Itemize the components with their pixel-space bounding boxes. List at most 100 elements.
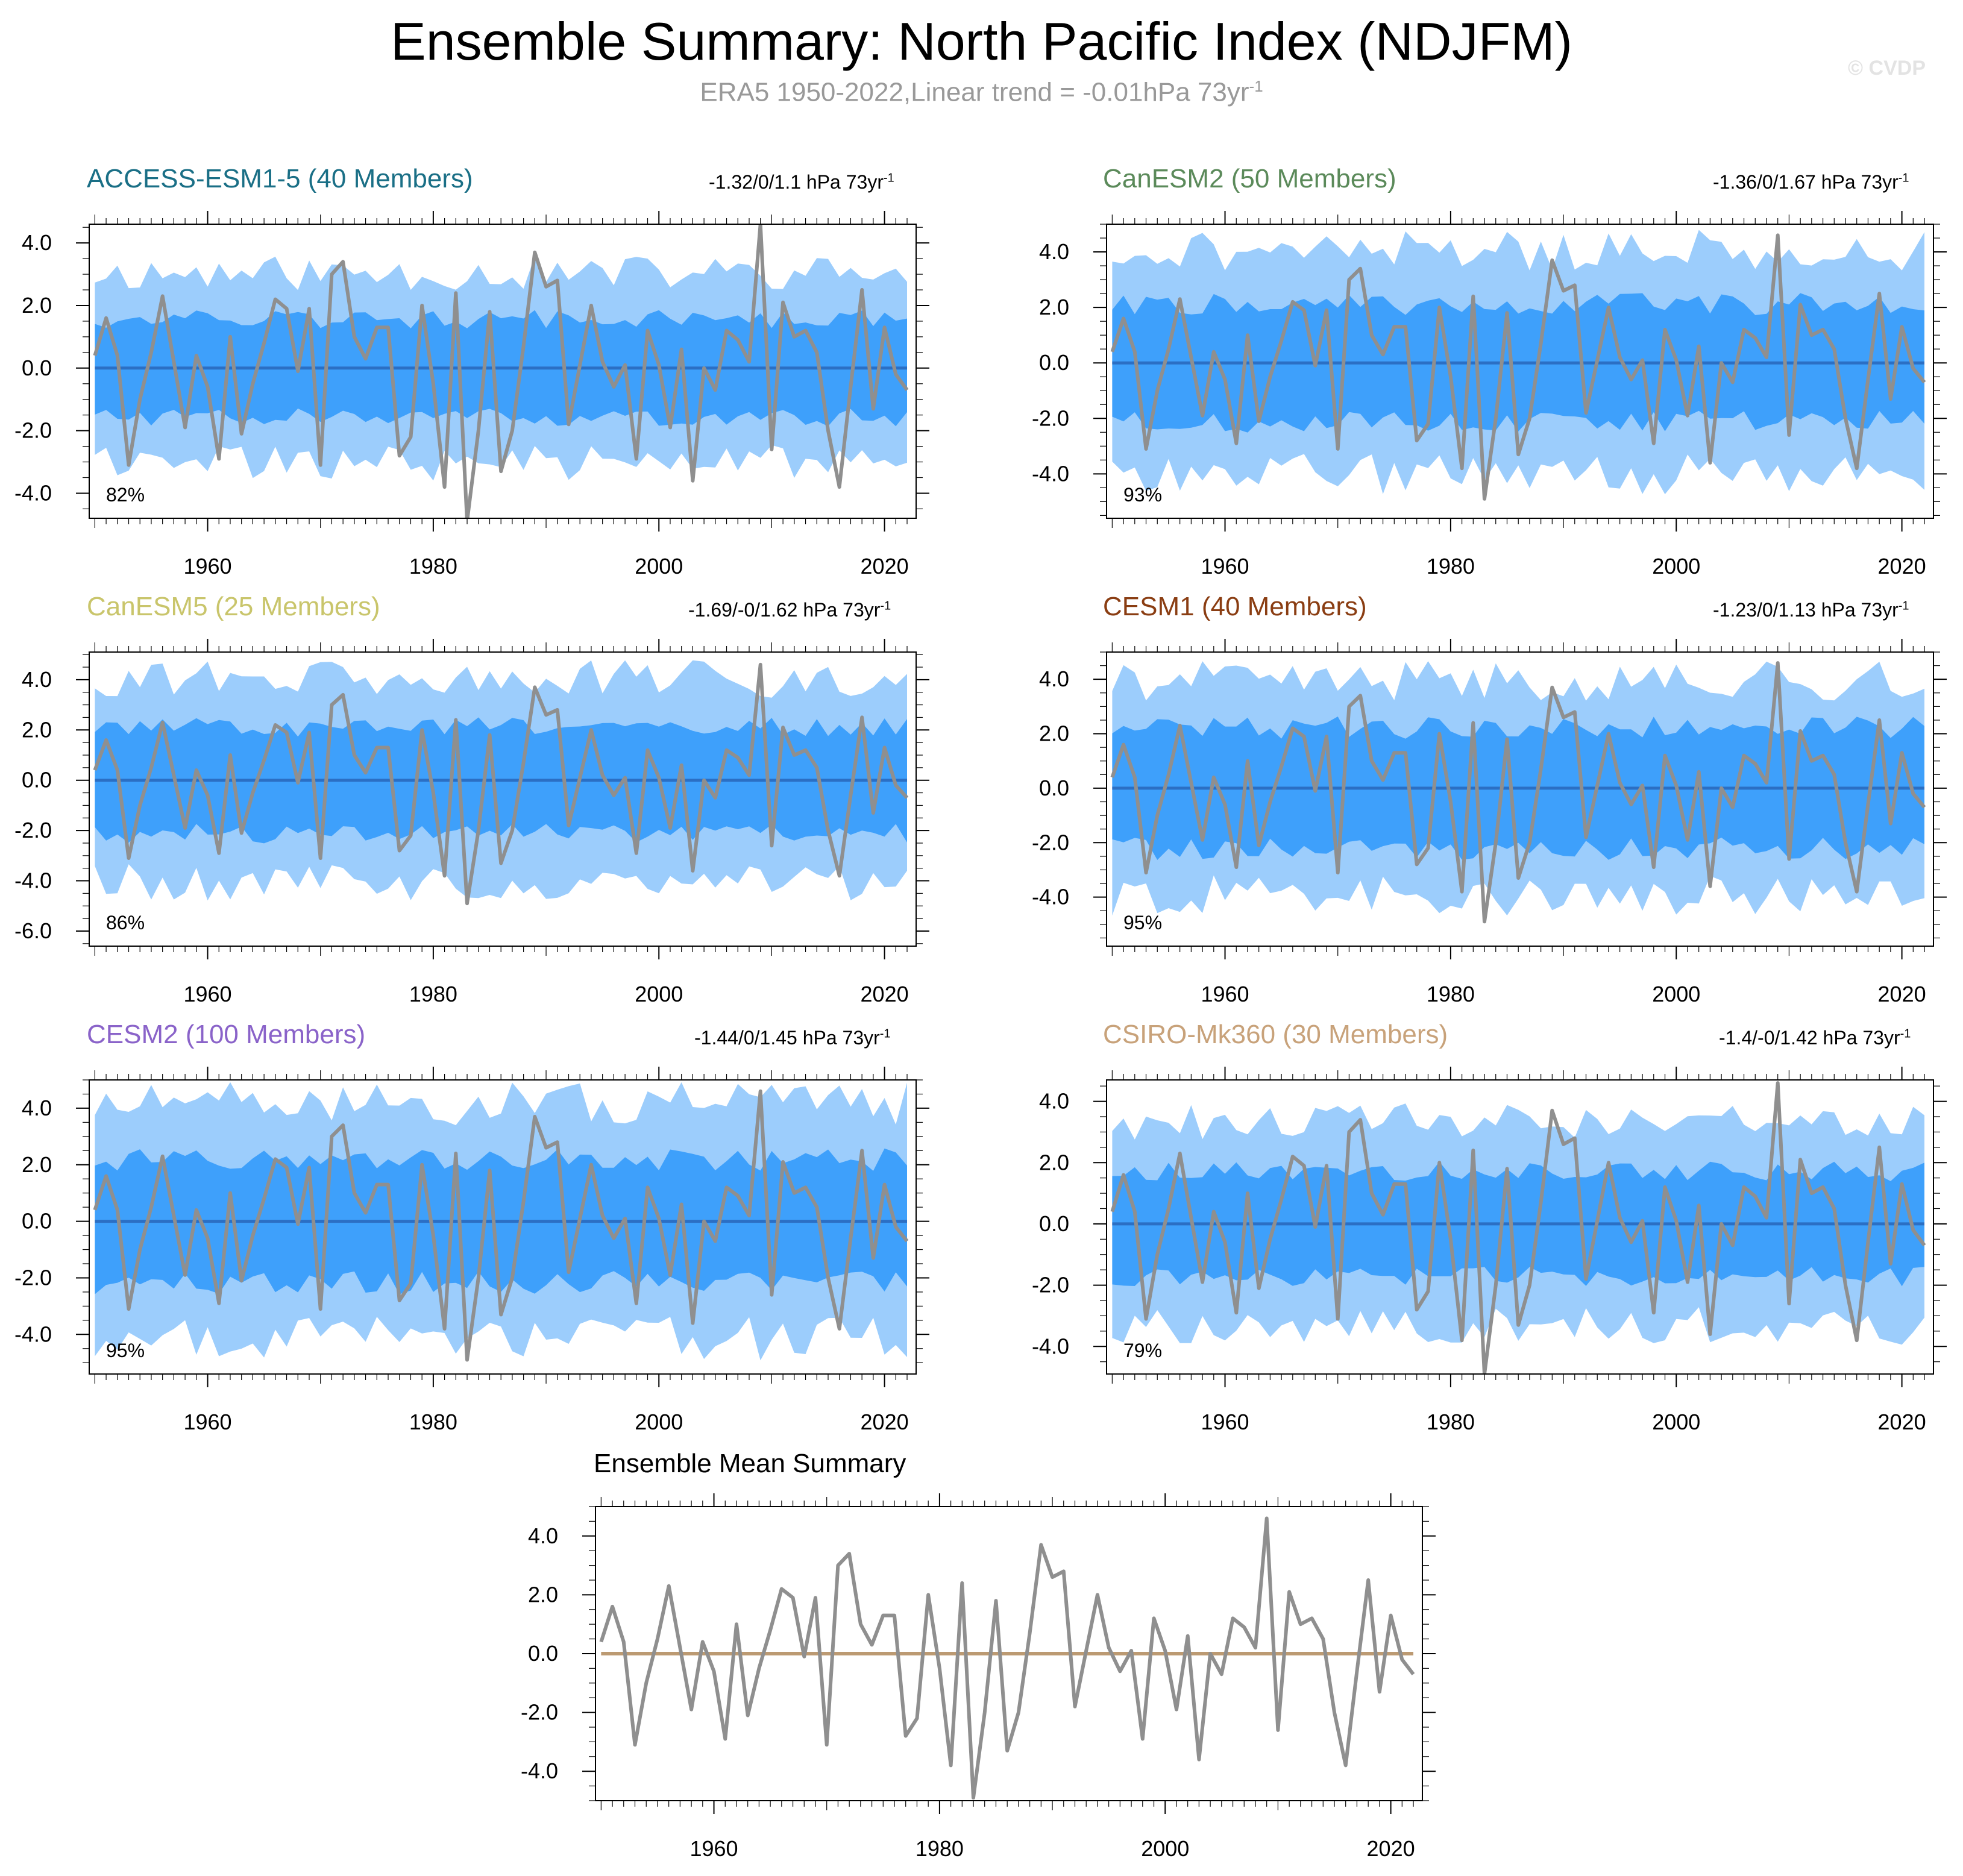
x-tick-label: 1980 — [409, 982, 457, 1006]
trend-text: -1.23/0/1.13 hPa 73yr — [1713, 599, 1899, 621]
observed-era5-line — [599, 1516, 1415, 1800]
observed-era5-line — [1110, 661, 1926, 924]
y-tick-label: 0.0 — [1039, 776, 1069, 800]
y-tick-label: 0.0 — [22, 356, 52, 380]
plot-area — [1110, 230, 1926, 501]
y-tick-label: -6.0 — [14, 918, 52, 943]
trend-superscript: -1 — [1898, 171, 1909, 185]
panel-title: ACCESS-ESM1-5 (40 Members) — [87, 164, 473, 193]
trend-text: -1.32/0/1.1 hPa 73yr — [709, 171, 884, 193]
y-tick-label: -4.0 — [1032, 1334, 1069, 1358]
plot-area — [93, 224, 909, 518]
cvdp-watermark: © CVDP — [1848, 57, 1926, 80]
x-tick-label: 1960 — [1201, 554, 1249, 579]
panel-title: CESM2 (100 Members) — [87, 1020, 366, 1049]
x-tick-label: 2000 — [1141, 1836, 1189, 1861]
y-tick-label: 2.0 — [1039, 721, 1069, 746]
trend-superscript: -1 — [883, 171, 894, 185]
y-tick-label: -2.0 — [521, 1700, 558, 1725]
x-tick-label: 2020 — [1878, 1410, 1926, 1434]
y-tick-label: -2.0 — [14, 418, 52, 443]
observed-era5-line — [1110, 233, 1926, 501]
trend-superscript: -1 — [1900, 1027, 1911, 1041]
trend-text: -1.36/0/1.67 hPa 73yr — [1713, 171, 1899, 193]
observed-era5-line — [1110, 1081, 1926, 1374]
x-tick-label: 2020 — [1367, 1836, 1415, 1861]
y-tick-label: 0.0 — [22, 1209, 52, 1234]
observed-era5-line — [93, 224, 909, 518]
x-tick-label: 2000 — [635, 982, 683, 1006]
chart-0: 4.0 2.0 0.0 -2.0 -4.0 1960 1980 2000 2020 82% — [14, 211, 929, 579]
page-subtitle: ERA5 1950-2022,Linear trend = -0.01hPa 7… — [0, 77, 1963, 108]
y-tick-label: -4.0 — [521, 1758, 558, 1783]
x-tick-label: 1960 — [1201, 1410, 1249, 1434]
y-tick-label: -4.0 — [14, 1322, 52, 1346]
y-tick-label: 4.0 — [22, 1096, 52, 1120]
x-tick-label: 1960 — [183, 1410, 231, 1434]
panel-trend-label: -1.44/0/1.45 hPa 73yr-1 — [694, 1027, 891, 1049]
x-tick-label: 2000 — [635, 554, 683, 579]
observed-era5-line — [93, 1089, 909, 1362]
y-tick-label: 4.0 — [1039, 667, 1069, 691]
x-tick-label: 2000 — [1652, 554, 1700, 579]
y-tick-label: 2.0 — [1039, 1150, 1069, 1175]
x-tick-label: 1980 — [1427, 554, 1475, 579]
plot-frame — [89, 224, 917, 519]
x-tick-label: 1980 — [916, 1836, 964, 1861]
x-tick-label: 2020 — [861, 982, 909, 1006]
y-tick-label: -2.0 — [1032, 1273, 1069, 1297]
x-tick-label: 2000 — [635, 1410, 683, 1434]
y-tick-label: -2.0 — [14, 1265, 52, 1290]
x-tick-label: 1980 — [1427, 982, 1475, 1006]
y-tick-label: 0.0 — [528, 1641, 558, 1666]
y-tick-label: 0.0 — [1039, 350, 1069, 375]
panel-title: CSIRO-Mk360 (30 Members) — [1103, 1020, 1448, 1049]
subtitle-superscript: -1 — [1249, 77, 1263, 95]
x-tick-label: 1980 — [1427, 1410, 1475, 1434]
y-tick-label: -4.0 — [1032, 461, 1069, 486]
chart-4: 4.0 2.0 0.0 -2.0 -4.0 1960 1980 2000 2020 95% — [14, 1067, 929, 1434]
y-tick-label: 4.0 — [22, 230, 52, 255]
plot-frame — [89, 651, 917, 947]
y-tick-label: -2.0 — [1032, 830, 1069, 855]
x-tick-label: 1980 — [409, 1410, 457, 1434]
trend-text: -1.4/-0/1.42 hPa 73yr — [1719, 1027, 1900, 1049]
y-tick-label: 4.0 — [22, 667, 52, 692]
chart-1: 4.0 2.0 0.0 -2.0 -4.0 1960 1980 2000 2020 93% — [1032, 211, 1947, 579]
trend-text: -1.69/-0/1.62 hPa 73yr — [688, 599, 881, 621]
y-tick-label: 0.0 — [22, 768, 52, 792]
plot-frame — [1106, 224, 1934, 519]
percent-label: 93% — [1123, 484, 1162, 506]
panel-title: CESM1 (40 Members) — [1103, 592, 1367, 621]
panel-trend-label: -1.36/0/1.67 hPa 73yr-1 — [1713, 171, 1909, 193]
y-tick-label: 2.0 — [22, 717, 52, 742]
y-tick-label: -2.0 — [14, 818, 52, 842]
x-tick-label: 2020 — [861, 1410, 909, 1434]
percent-label: 95% — [106, 1340, 145, 1361]
percent-label: 86% — [106, 912, 145, 933]
y-tick-label: 2.0 — [1039, 295, 1069, 319]
percent-label: 79% — [1123, 1340, 1162, 1361]
x-tick-label: 2020 — [1878, 554, 1926, 579]
subtitle-text: ERA5 1950-2022,Linear trend = -0.01hPa 7… — [700, 77, 1249, 107]
y-tick-label: 2.0 — [528, 1582, 558, 1607]
x-tick-label: 2000 — [1652, 1410, 1700, 1434]
x-tick-label: 1960 — [1201, 982, 1249, 1006]
x-tick-label: 1980 — [409, 554, 457, 579]
trend-superscript: -1 — [879, 1027, 891, 1041]
trend-superscript: -1 — [880, 599, 891, 613]
panel-trend-label: -1.4/-0/1.42 hPa 73yr-1 — [1719, 1027, 1911, 1049]
y-tick-label: 2.0 — [22, 1152, 52, 1177]
trend-text: -1.44/0/1.45 hPa 73yr — [694, 1027, 880, 1049]
y-tick-label: 0.0 — [1039, 1211, 1069, 1236]
plot-frame — [1106, 651, 1934, 947]
plot-area — [93, 660, 909, 906]
y-tick-label: 4.0 — [1039, 239, 1069, 264]
y-tick-label: -4.0 — [14, 868, 52, 893]
y-tick-label: 4.0 — [1039, 1089, 1069, 1114]
panel-title: Ensemble Mean Summary — [594, 1449, 906, 1478]
plot-area — [1110, 1081, 1926, 1374]
x-tick-label: 2020 — [1878, 982, 1926, 1006]
panel-trend-label: -1.69/-0/1.62 hPa 73yr-1 — [688, 599, 891, 621]
panel-trend-label: -1.32/0/1.1 hPa 73yr-1 — [709, 171, 894, 193]
